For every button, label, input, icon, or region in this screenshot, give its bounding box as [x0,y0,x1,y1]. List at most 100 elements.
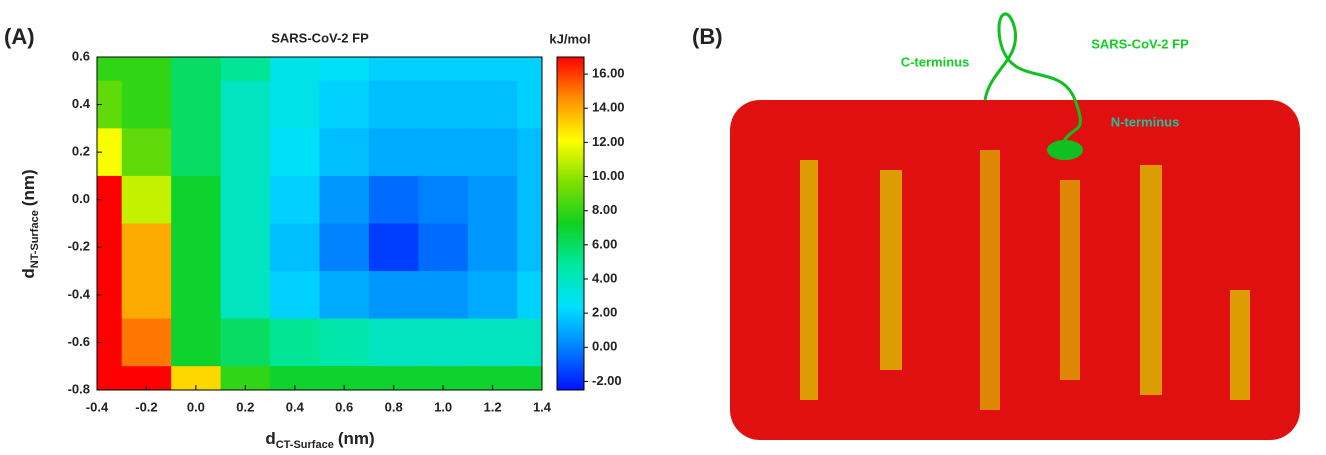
contour-cell [121,271,172,320]
contour-cell [220,175,271,224]
colorbar-tick-label: 2.00 [592,305,617,320]
plot-frame [96,56,543,391]
y-tick-label: -0.6 [68,334,90,349]
contour-cell [319,271,370,320]
lipid-tail [1060,180,1080,380]
helix [1047,140,1083,160]
contour-cell [319,175,370,224]
contour-cell [517,128,542,177]
contour-cell [171,366,222,390]
y-tick-label: 0.2 [72,144,90,159]
contour-cell [467,223,518,272]
contour-area [97,57,542,390]
contour-cell [121,57,172,82]
contour-cell [171,175,222,224]
x-tick-label: 0.8 [385,399,403,414]
colorbar-tick-label: 6.00 [592,236,617,251]
contour-cell [368,223,419,272]
contour-cell [171,271,222,320]
contour-cell [418,223,469,272]
x-tick-label: 0.2 [236,399,254,414]
annotation: N-terminus [1111,114,1180,129]
peptide [983,12,1082,151]
y-tick-label: -0.8 [68,381,90,396]
x-tick-label: 1.0 [434,399,452,414]
panel-label: (A) [4,24,35,49]
contour-cell [368,318,419,367]
lipid-tail [1140,165,1162,395]
colorbar-tick-label: 0.00 [592,339,617,354]
x-tick-label: 1.4 [533,399,552,414]
contour-cell [319,366,370,390]
contour-cell [319,318,370,367]
contour-cell [368,80,419,129]
contour-cell [418,318,469,367]
contour-cell [467,128,518,177]
y-tick-label: 0.6 [72,48,90,63]
lipid-tail [880,170,902,370]
contour-cell [517,366,542,390]
colorbar-tick-label: 12.00 [592,134,625,149]
x-tick-label: 1.2 [484,399,502,414]
contour-cell [368,271,419,320]
contour-cell [220,128,271,177]
contour-cell [319,80,370,129]
contour-cell [121,366,172,390]
colorbar-label: kJ/mol [549,31,590,46]
contour-cell [368,175,419,224]
contour-cell [517,80,542,129]
contour-cell [319,57,370,82]
lipid-tail [1230,290,1250,400]
contour-cell [270,223,320,272]
contour-cell [467,271,518,320]
colorbar-tick-label: 14.00 [592,100,625,115]
x-axis-label: dCT-Surface (nm) [265,429,374,450]
contour-cell [171,223,222,272]
contour-cell [467,80,518,129]
x-tick-label: -0.2 [135,399,157,414]
contour-cell [368,57,419,82]
y-tick-label: -0.4 [68,286,91,301]
contour-cell [220,80,271,129]
contour-cell [517,223,542,272]
contour-cell [517,175,542,224]
colorbar [556,56,585,391]
contour-cell [171,80,222,129]
contour-cell [418,175,469,224]
annotation: SARS-CoV-2 FP [1091,36,1189,51]
contour-cell [418,57,469,82]
membrane-render [730,12,1300,440]
y-tick-label: -0.2 [68,239,90,254]
contour-cell [97,366,123,390]
contour-cell [467,57,518,82]
contour-cell [220,318,271,367]
annotation: C-terminus [901,54,970,69]
colorbar-tick-label: 4.00 [592,270,617,285]
contour-cell [270,175,320,224]
panel-label: (B) [692,24,723,49]
x-tick-label: 0.6 [335,399,353,414]
contour-cell [517,57,542,82]
chart-title: SARS-CoV-2 FP [271,30,369,45]
contour-cell [97,57,123,82]
contour-cell [270,128,320,177]
contour-cell [270,366,320,390]
contour-cell [467,318,518,367]
lipid-tail [980,150,1000,410]
x-tick-label: 0.4 [286,399,305,414]
contour-cell [220,271,271,320]
y-axis-label: dNT-Surface(nm) [19,169,40,278]
contour-cell [171,318,222,367]
contour-cell [368,366,419,390]
colorbar-tick-label: -2.00 [592,373,622,388]
contour-cell [121,318,172,367]
x-tick-label: 0.0 [187,399,205,414]
contour-cell [368,128,419,177]
contour-cell [418,80,469,129]
contour-cell [319,223,370,272]
contour-cell [319,128,370,177]
x-tick-label: -0.4 [86,399,109,414]
contour-cell [517,318,542,367]
contour-cell [270,271,320,320]
contour-cell [270,318,320,367]
